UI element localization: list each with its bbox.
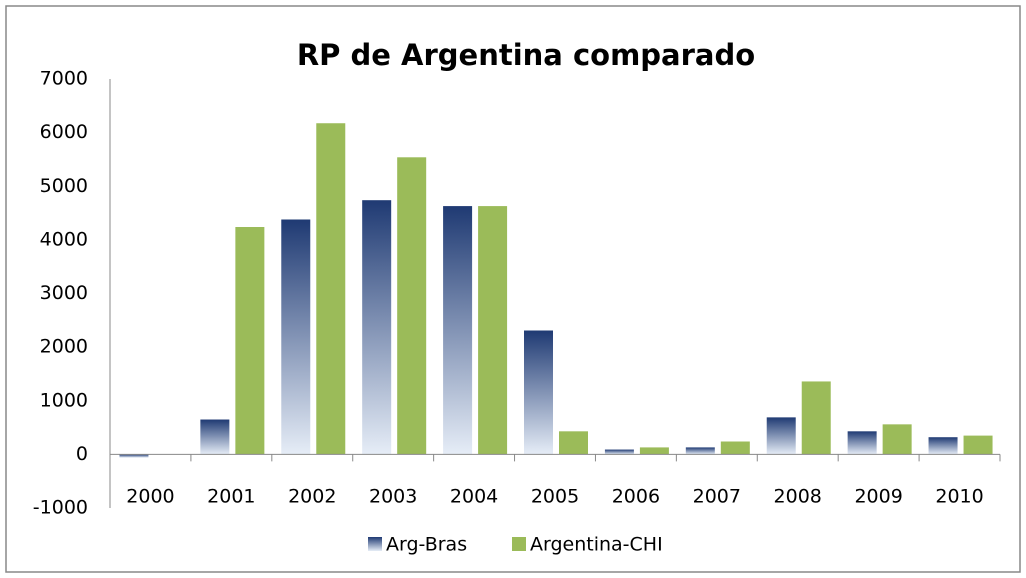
y-tick-label: 2000 [40,336,88,358]
legend-label: Arg-Bras [386,534,467,556]
bar [200,419,230,455]
bar [559,431,588,455]
legend-swatch [368,537,382,551]
bar [847,431,877,455]
x-tick-label: 2006 [612,486,660,508]
x-tick-label: 2008 [774,486,822,508]
bar [119,454,149,458]
y-tick-label: 1000 [40,389,88,411]
bar [316,123,346,455]
bar [882,424,912,455]
chart-border [5,5,1021,573]
x-tick-label: 2010 [935,486,983,508]
bar [801,381,831,455]
x-tick-label: 2007 [693,486,741,508]
bar [281,219,311,455]
bar [963,435,993,455]
bar [639,447,669,455]
bar [604,449,634,455]
bar [766,417,796,455]
bar [443,206,473,455]
x-tick-label: 2003 [369,486,417,508]
bar [362,200,392,455]
bar [397,157,427,455]
x-tick-label: 2004 [450,486,498,508]
x-tick-label: 2002 [288,486,336,508]
legend-swatch [512,537,526,551]
bar [478,206,508,455]
chart-title: RP de Argentina comparado [297,38,755,72]
legend-label: Argentina-CHI [530,534,663,556]
y-tick-label: -1000 [33,497,88,519]
y-tick-label: 0 [76,443,88,465]
x-tick-label: 2000 [126,486,174,508]
y-tick-label: 3000 [40,282,88,304]
bar [524,330,553,455]
y-tick-label: 4000 [40,228,88,250]
bar [685,447,715,455]
y-tick-label: 7000 [40,68,88,90]
x-tick-label: 2009 [854,486,902,508]
x-tick-label: 2001 [207,486,255,508]
y-tick-label: 6000 [40,121,88,143]
bar [720,441,750,455]
bar [235,227,265,455]
x-tick-label: 2005 [531,486,579,508]
bar [928,437,958,455]
y-tick-label: 5000 [40,175,88,197]
